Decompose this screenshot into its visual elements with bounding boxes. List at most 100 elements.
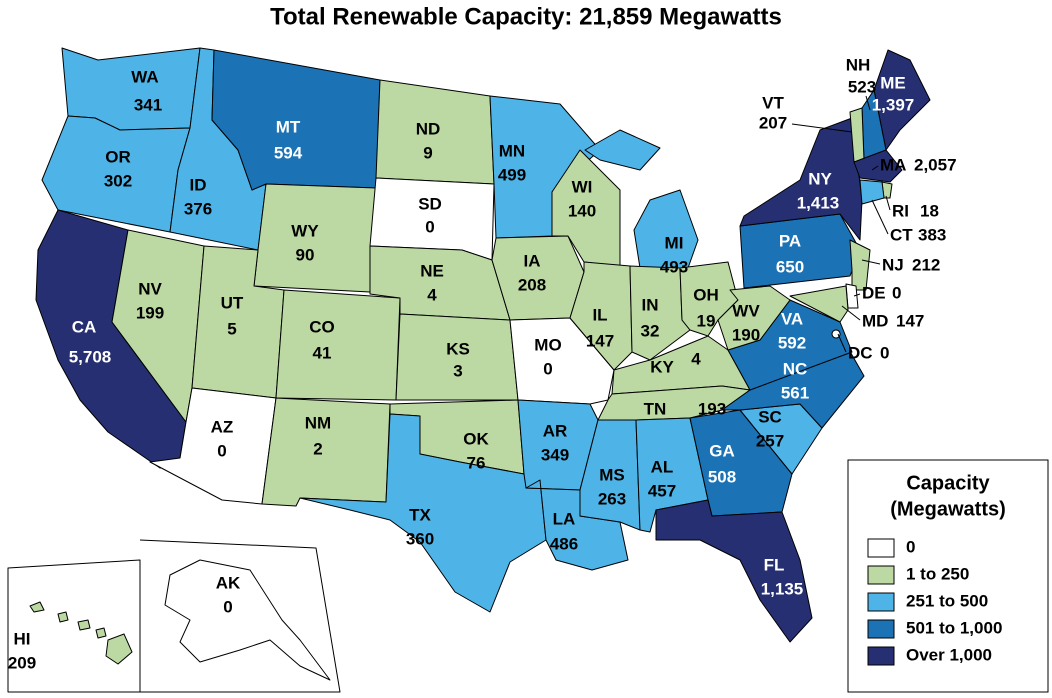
state-value: 486 [550,534,578,553]
state-abbr: IA [524,251,541,270]
state-abbr: GA [709,441,735,460]
state-abbr: TX [409,505,431,524]
leader-line [841,305,861,321]
state [275,289,401,401]
state-value: 18 [920,201,939,220]
state-abbr: MN [499,141,525,160]
legend-swatch [867,619,895,639]
state-value: 383 [918,225,946,244]
state-abbr: NM [305,413,331,432]
leader-line [865,95,871,111]
leader-line [871,165,879,171]
state-abbr: RI [892,201,909,220]
state-value: 457 [648,481,676,500]
state-value: 561 [781,383,809,402]
state [739,213,861,289]
state-abbr: AR [543,421,568,440]
state-value: 3 [453,361,462,380]
state [655,499,813,643]
state-abbr: MD [862,311,888,330]
state-abbr: AK [216,573,241,592]
state-abbr: OK [463,429,489,448]
legend-swatch [867,646,895,666]
state-value: 2 [313,439,322,458]
state-value: 592 [778,333,806,352]
state-value: 90 [296,245,315,264]
state-abbr: DE [862,283,886,302]
state-abbr: AL [651,457,674,476]
legend-label: Over 1,000 [906,645,992,664]
state-abbr: NY [808,169,832,188]
inset-frames [7,539,341,693]
state-abbr: WA [131,67,158,86]
state-abbr: CO [309,317,335,336]
state-abbr: MT [276,117,301,136]
state-value: 349 [541,445,569,464]
state-value: 0 [543,359,552,378]
state-value: 1,413 [797,193,840,212]
state [253,183,377,293]
state-abbr: CA [72,317,97,336]
state-value: 523 [848,77,876,96]
state-value: 19 [697,311,716,330]
state-value: 199 [136,303,164,322]
state-value: 41 [313,343,332,362]
legend-title: (Megawatts) [890,498,1006,520]
legend-swatch [867,538,895,558]
state-value: 4 [691,349,701,368]
state-abbr: VA [781,309,803,328]
state-value: 499 [498,165,526,184]
state-value: 147 [586,331,614,350]
state-abbr: IL [592,305,607,324]
state-value: 212 [912,255,940,274]
state-value: 209 [8,653,36,672]
state-abbr: NV [138,279,162,298]
legend-swatch [867,565,895,585]
state-value: 5 [227,319,236,338]
state [717,285,791,351]
state-value: 140 [568,201,596,220]
state-abbr: MS [599,465,625,484]
state-value: 5,708 [69,347,112,366]
state-value: 376 [184,199,212,218]
state-abbr: UT [221,293,244,312]
state-abbr: CT [890,225,913,244]
state-abbr: AZ [211,417,234,436]
state [299,413,547,613]
state-value: 2,057 [914,155,957,174]
ak-frame [139,539,341,693]
state-abbr: OH [693,285,719,304]
leader-line [853,293,861,297]
state-value: 193 [698,399,726,418]
state-abbr: LA [553,509,576,528]
state-abbr: ID [190,175,207,194]
state-abbr: PA [779,231,801,250]
legend-label: 1 to 250 [906,564,969,583]
state-abbr: HI [14,629,31,648]
state-value: 9 [423,143,432,162]
state-value: 147 [896,311,924,330]
state-value: 360 [406,529,434,548]
state-abbr: FL [764,555,785,574]
state [29,601,133,665]
state-value: 493 [660,257,688,276]
state-abbr: ME [880,73,906,92]
state-value: 0 [223,597,232,616]
state-value: 1,135 [761,579,804,598]
state [789,285,849,323]
state [859,179,885,205]
state-abbr: KY [650,357,674,376]
state [679,261,739,337]
state [849,239,871,291]
state-abbr: MI [665,233,684,252]
state-value: 257 [756,431,784,450]
map-title: Total Renewable Capacity: 21,859 Megawat… [270,3,782,30]
state-value: 0 [425,217,434,236]
leader-line [791,123,853,133]
leader-line [871,199,889,235]
state-abbr: WI [572,177,593,196]
legend-title: Capacity [906,472,990,494]
state-value: 341 [134,95,162,114]
legend-label: 251 to 500 [906,591,988,610]
